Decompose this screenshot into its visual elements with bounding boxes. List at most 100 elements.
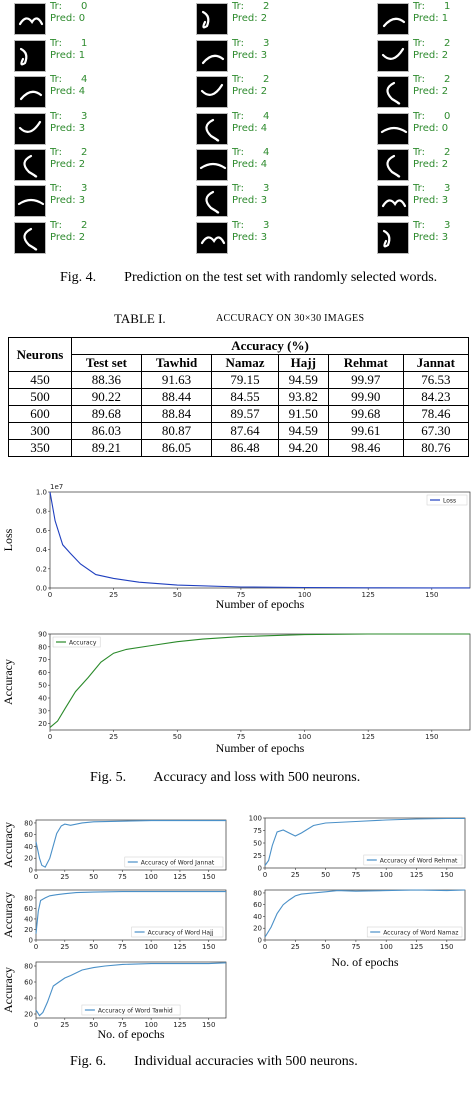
legend-box — [363, 854, 463, 866]
x-tick-label: 125 — [361, 733, 374, 741]
true-label: Tr: 2 — [413, 74, 451, 85]
x-tick-label: 25 — [109, 733, 118, 741]
y-tick-label: 40 — [24, 995, 33, 1003]
true-label: Tr: 0 — [50, 1, 88, 12]
x-axis-label: Number of epochs — [216, 597, 305, 611]
true-label: Tr: 3 — [413, 220, 451, 231]
y-tick-label: 40 — [253, 913, 262, 921]
accuracy-cell: 84.55 — [211, 388, 279, 406]
x-tick-label: 50 — [173, 591, 182, 599]
legend-box — [81, 1004, 181, 1016]
handwritten-word-image — [14, 3, 46, 35]
accuracy-cell: 99.90 — [327, 388, 404, 406]
accuracy-table: Neurons Accuracy (%) Test set Tawhid Namaz… — [8, 337, 470, 457]
predicted-label: Pred: 0 — [50, 13, 86, 24]
x-tick-label: 0 — [34, 1021, 38, 1029]
accuracy-cell: 90.22 — [71, 388, 142, 406]
neurons-cell: 300 — [8, 422, 72, 440]
handwritten-word-image — [14, 185, 46, 217]
y-tick-label: 40 — [24, 915, 33, 923]
x-tick-label: 75 — [236, 591, 245, 599]
predicted-label: Pred: 3 — [413, 195, 449, 206]
y-tick-label: 20 — [24, 855, 33, 863]
chart-svg: 0 25 50 75 100 125 150 0 25 50 75 100 Accuracy of Wo… — [249, 815, 466, 879]
true-label: Tr: 3 — [232, 183, 270, 194]
y-axis-label: Accuracy — [1, 822, 15, 868]
true-label: Tr: 2 — [413, 38, 451, 49]
predicted-label: Pred: 2 — [232, 13, 268, 24]
hajj-chart: 0 25 50 75 100 125 150 0 20 40 60 80 Accuracy of Wor… — [0, 884, 237, 956]
fig5-caption: Fig. 5. Accuracy and loss with 500 neuro… — [90, 770, 361, 785]
legend-label: Accuracy of Word Tawhid — [98, 1007, 173, 1014]
predicted-label: Pred: 1 — [50, 50, 86, 61]
accuracy-cell: 89.57 — [211, 405, 279, 423]
y-tick-label: 25 — [253, 852, 262, 860]
true-label: Tr: 3 — [50, 183, 88, 194]
header-rehmat: Rehmat — [327, 354, 404, 372]
accuracy-cell: 99.68 — [327, 405, 404, 423]
legend-label: Accuracy of Word Hajj — [148, 929, 214, 936]
accuracy-chart: 0 25 50 75 100 125 150 20 30 40 50 60 70 80 90 Accuracy… — [0, 624, 474, 764]
handwritten-word-image — [377, 222, 409, 254]
accuracy-cell: 94.59 — [277, 422, 329, 440]
predicted-label: Pred: 3 — [232, 195, 268, 206]
y-tick-label: 0.4 — [36, 546, 48, 554]
x-tick-label: 125 — [361, 591, 374, 599]
true-label: Tr: 0 — [413, 111, 451, 122]
x-tick-label: 0 — [34, 943, 38, 951]
accuracy-cell: 67.30 — [402, 422, 470, 440]
x-tick-label: 125 — [173, 1021, 186, 1029]
y-tick-label: 30 — [38, 707, 47, 715]
series-line — [35, 962, 227, 1017]
legend-box — [366, 926, 463, 938]
x-tick-label: 150 — [202, 873, 215, 881]
x-tick-label: 150 — [202, 1021, 215, 1029]
x-tick-label: 0 — [263, 871, 267, 879]
loss-chart: 0 25 50 75 100 125 150 0.0 0.2 0.4 0.6 0.8 1.0 1e7 Los… — [0, 478, 474, 618]
x-tick-label: 25 — [291, 943, 300, 951]
x-tick-label: 75 — [118, 873, 127, 881]
predicted-label: Pred: 3 — [232, 50, 268, 61]
x-tick-label: 25 — [60, 873, 69, 881]
handwritten-word-image — [196, 149, 228, 181]
y-tick-label: 0.0 — [36, 585, 47, 593]
predicted-label: Pred: 2 — [413, 159, 449, 170]
header-jannat: Jannat — [402, 354, 470, 372]
y-axis-label: Accuracy — [1, 892, 15, 938]
x-tick-label: 150 — [425, 733, 438, 741]
y-tick-label: 50 — [253, 840, 262, 848]
x-tick-label: 125 — [410, 943, 423, 951]
accuracy-cell: 98.46 — [327, 439, 404, 457]
predicted-label: Pred: 2 — [413, 50, 449, 61]
x-axis-label: Number of epochs — [216, 741, 305, 755]
y-tick-label: 75 — [253, 827, 262, 835]
true-label: Tr: 2 — [232, 74, 270, 85]
legend-label: Loss — [443, 497, 456, 504]
predicted-label: Pred: 2 — [50, 159, 86, 170]
predicted-label: Pred: 2 — [413, 86, 449, 97]
x-tick-label: 50 — [89, 943, 98, 951]
accuracy-cell: 99.97 — [327, 371, 404, 389]
x-tick-label: 25 — [109, 591, 118, 599]
y-tick-label: 0 — [258, 937, 262, 945]
accuracy-cell: 84.23 — [402, 388, 470, 406]
x-tick-label: 25 — [60, 1021, 69, 1029]
handwritten-word-image — [377, 149, 409, 181]
handwritten-word-image — [196, 3, 228, 35]
x-tick-label: 150 — [440, 943, 453, 951]
rehmat-chart: 0 25 50 75 100 125 150 0 25 50 75 100 Accuracy of Wo… — [237, 812, 474, 884]
handwritten-word-image — [196, 185, 228, 217]
table-caption-text: ACCURACY ON 30×30 IMAGES — [216, 313, 365, 324]
true-label: Tr: 3 — [50, 111, 88, 122]
tawhid-chart: 0 25 50 75 100 125 150 20 40 60 80 Accuracy of Word… — [0, 956, 237, 1044]
header-namaz: Namaz — [211, 354, 279, 372]
y-tick-label: 80 — [24, 894, 33, 902]
y-tick-label: 60 — [24, 979, 33, 987]
true-label: Tr: 3 — [232, 38, 270, 49]
y-tick-label: 0.8 — [36, 508, 47, 516]
series-line — [49, 633, 470, 728]
legend-box — [52, 636, 101, 648]
accuracy-cell: 86.05 — [140, 439, 213, 457]
y-tick-label: 0.6 — [36, 527, 48, 535]
x-tick-label: 75 — [351, 871, 360, 879]
